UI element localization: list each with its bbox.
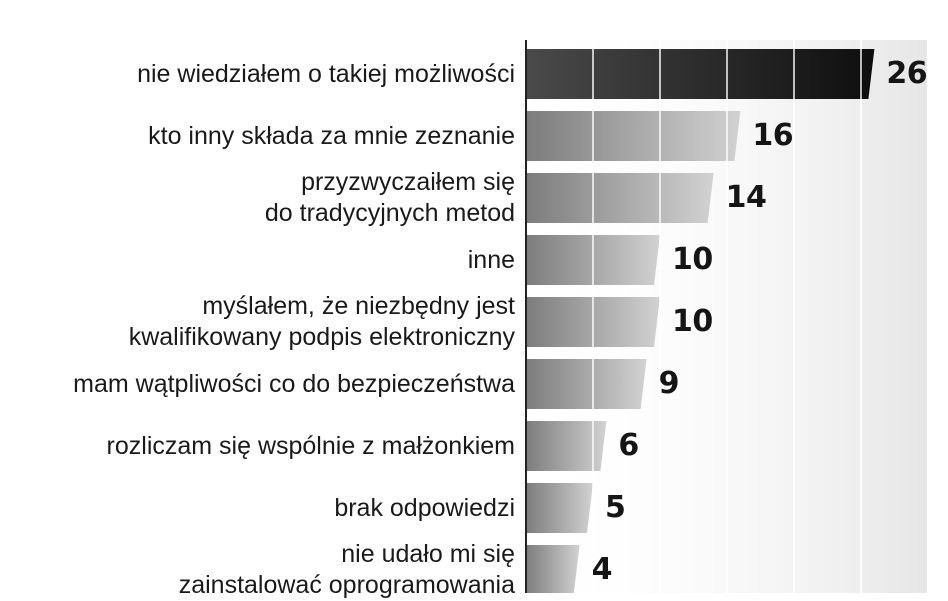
value-label-9: 4	[591, 552, 613, 587]
bar-9	[526, 545, 580, 593]
value-label-5: 10	[672, 304, 713, 339]
category-label-5: myślałem, że niezbędny jest kwalifikowany…	[0, 291, 515, 353]
category-label-9: nie udało mi się zainstalować oprogramowa…	[0, 539, 515, 601]
bar-7	[526, 421, 607, 471]
category-label-line: zainstalować oprogramowania	[178, 571, 515, 599]
category-label-line: mam wątpliwości co do bezpieczeństwa	[73, 369, 515, 398]
category-label-8: brak odpowiedzi	[0, 493, 515, 524]
value-label-7: 6	[618, 428, 639, 463]
category-label-line: kwalifikowany podpis elektroniczny	[128, 323, 515, 351]
category-label-line: kto inny składa za mnie zeznanie	[148, 121, 515, 150]
category-label-6: mam wątpliwości co do bezpieczeństwa	[0, 369, 515, 400]
category-label-7: rozliczam się wspólnie z małżonkiem	[0, 431, 515, 462]
bar-1	[526, 49, 875, 99]
value-label-3: 14	[725, 180, 767, 215]
value-label-4: 10	[672, 242, 713, 277]
category-label-line: nie udało mi się	[341, 540, 515, 568]
bar-3	[526, 173, 714, 223]
category-label-line: nie wiedziałem o takiej możliwości	[137, 59, 515, 88]
value-label-2: 16	[752, 118, 794, 153]
bar-8	[526, 483, 593, 533]
bar-2	[526, 111, 741, 161]
category-label-line: inne	[467, 245, 515, 274]
category-label-line: brak odpowiedzi	[334, 493, 515, 522]
category-label-line: przyzwyczaiłem się	[301, 168, 515, 196]
category-label-line: rozliczam się wspólnie z małżonkiem	[106, 431, 515, 460]
category-label-3: przyzwyczaiłem się do tradycyjnych metod	[0, 167, 515, 229]
value-label-6: 9	[658, 366, 680, 401]
category-label-4: inne	[0, 245, 515, 276]
value-label-8: 5	[605, 490, 626, 525]
category-label-1: nie wiedziałem o takiej możliwości	[0, 59, 515, 90]
category-label-line: myślałem, że niezbędny jest	[202, 292, 515, 320]
category-label-2: kto inny składa za mnie zeznanie	[0, 121, 515, 152]
value-label-1: 26	[886, 56, 928, 91]
bar-6	[526, 359, 647, 409]
category-label-line: do tradycyjnych metod	[264, 199, 515, 227]
